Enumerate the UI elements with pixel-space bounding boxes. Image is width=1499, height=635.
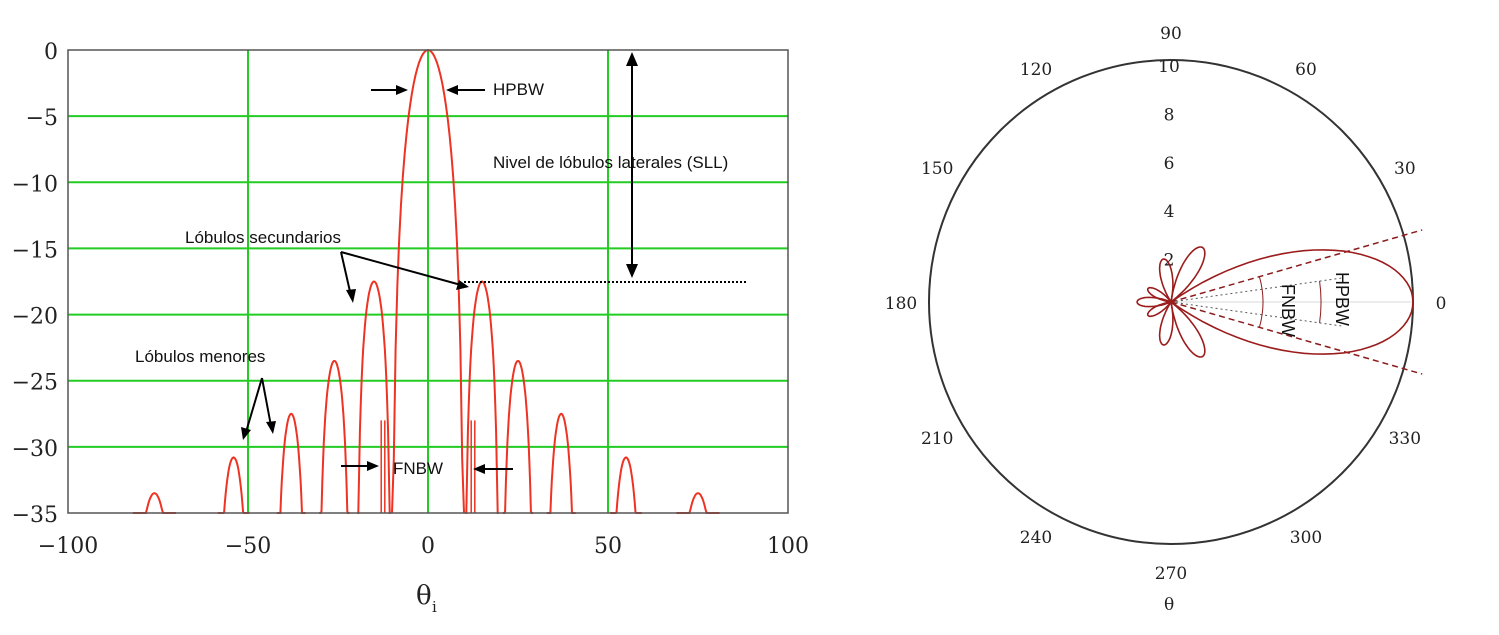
- polar-guide-lines: [1170, 229, 1423, 375]
- secondary-arrow-right-head: [456, 280, 469, 290]
- hpbw-arrow-left-head: [396, 85, 408, 95]
- rect-y-tick-labels: 0 −5 −10 −15 −20 −25 −30 −35: [12, 40, 58, 528]
- polar-hpbw-line: [1170, 301, 1344, 327]
- fnbw-arrow-right-head: [473, 464, 485, 474]
- rect-y-tick-label: −5: [26, 106, 58, 131]
- rect-side-lobe: [676, 492, 720, 514]
- polar-radial-label: 2: [1164, 251, 1175, 271]
- rect-side-lobe: [357, 280, 391, 514]
- rect-y-tick-label: −20: [12, 305, 58, 330]
- rect-side-lobe: [546, 412, 576, 514]
- rect-plot-frame: [67, 49, 789, 514]
- polar-side-lobe: [1158, 258, 1174, 303]
- secondary-arrow-left: [340, 251, 352, 297]
- secondary-arrow-left-head: [346, 289, 356, 303]
- polar-curve-group: [1136, 246, 1414, 358]
- rect-grid: [68, 50, 788, 513]
- polar-angle-label: 0: [1436, 294, 1447, 314]
- polar-side-lobe: [1170, 246, 1206, 303]
- polar-angle-label: 30: [1394, 159, 1416, 179]
- rect-x-tick-label: −50: [225, 534, 271, 559]
- hpbw-label: HPBW: [493, 80, 544, 99]
- rect-side-lobe: [132, 492, 176, 514]
- minor-arrow-right: [261, 377, 272, 427]
- rect-y-tick-label: −25: [12, 371, 58, 396]
- rect-side-lobe: [319, 359, 350, 514]
- polar-angle-label: 240: [1020, 528, 1052, 548]
- polar-radial-label: 8: [1164, 105, 1175, 125]
- polar-fnbw-label: FNBW: [1278, 284, 1298, 337]
- polar-axis-label: θ: [1164, 595, 1174, 615]
- polar-side-lobe: [1136, 296, 1172, 308]
- polar-angle-label: 270: [1155, 564, 1187, 584]
- polar-angle-label: 120: [1020, 60, 1052, 80]
- rect-y-tick-label: −30: [12, 437, 58, 462]
- polar-angle-label: 150: [921, 159, 953, 179]
- polar-side-lobe: [1170, 301, 1206, 358]
- rect-y-tick-label: −10: [12, 172, 58, 197]
- minor-arrow-left-head: [241, 427, 251, 440]
- rect-side-lobe: [502, 359, 534, 514]
- polar-angle-label: 90: [1160, 24, 1182, 44]
- rect-x-axis-label-sub: i: [432, 598, 437, 616]
- rect-side-lobe: [276, 412, 306, 514]
- fnbw-label: FNBW: [393, 459, 443, 478]
- polar-side-lobe: [1158, 301, 1174, 346]
- minor-lobes-label: Lóbulos menores: [135, 347, 265, 366]
- polar-hpbw-line: [1170, 277, 1344, 303]
- polar-pattern-chart: 0 30 60 90 120 150 180 210 240 270 300 330 2 4 6 8 10 F…: [885, 24, 1447, 615]
- rect-x-tick-label: −100: [38, 534, 98, 559]
- polar-fnbw-line: [1170, 229, 1423, 303]
- secondary-arrow-right: [340, 251, 462, 286]
- rect-annotations: HPBW Nivel de lóbulos laterales (SLL) Ló…: [135, 52, 748, 478]
- polar-angle-label: 330: [1389, 429, 1421, 449]
- rect-side-lobe: [217, 456, 250, 514]
- polar-fnbw-arc: [1258, 276, 1264, 328]
- minor-arrow-left: [245, 377, 263, 433]
- polar-main-lobe: [1170, 249, 1414, 355]
- sll-arrow-bottom-head: [626, 264, 638, 278]
- polar-radial-label: 10: [1158, 57, 1180, 77]
- rect-x-tick-label: 0: [421, 534, 435, 559]
- sll-label: Nivel de lóbulos laterales (SLL): [493, 153, 728, 172]
- polar-fnbw-line: [1170, 301, 1423, 375]
- rect-side-lobe: [465, 280, 499, 514]
- polar-angle-label: 180: [885, 294, 917, 314]
- polar-radial-labels: 2 4 6 8 10: [1158, 57, 1180, 271]
- fnbw-arrow-left-head: [367, 461, 379, 471]
- polar-angle-label: 210: [921, 429, 953, 449]
- secondary-lobes-label: Lóbulos secundarios: [185, 228, 341, 247]
- polar-side-lobe: [1146, 286, 1172, 303]
- rect-x-tick-label: 100: [767, 534, 809, 559]
- rect-y-tick-label: −15: [12, 238, 58, 263]
- rect-y-tick-label: −35: [12, 503, 58, 528]
- rect-x-tick-label: 50: [594, 534, 622, 559]
- polar-radial-label: 4: [1164, 202, 1175, 222]
- polar-side-lobe: [1146, 301, 1172, 318]
- polar-angle-label: 300: [1290, 528, 1322, 548]
- polar-hpbw-arc: [1319, 281, 1322, 323]
- rect-x-axis-label: θ: [416, 581, 432, 611]
- rect-y-tick-label: 0: [44, 40, 58, 65]
- rect-x-tick-labels: −100 −50 0 50 100: [38, 534, 809, 559]
- polar-angle-label: 60: [1295, 60, 1317, 80]
- rect-side-lobe: [610, 456, 642, 514]
- sll-arrow-top-head: [626, 52, 638, 66]
- polar-hpbw-label: HPBW: [1332, 272, 1352, 326]
- hpbw-arrow-right-head: [446, 85, 458, 95]
- polar-radial-label: 6: [1164, 154, 1175, 174]
- rectangular-pattern-chart: 0−5−10−15−20−25−30−35 −100 −50 0 50 100 θ i …: [12, 40, 809, 616]
- minor-arrow-right-head: [266, 421, 276, 434]
